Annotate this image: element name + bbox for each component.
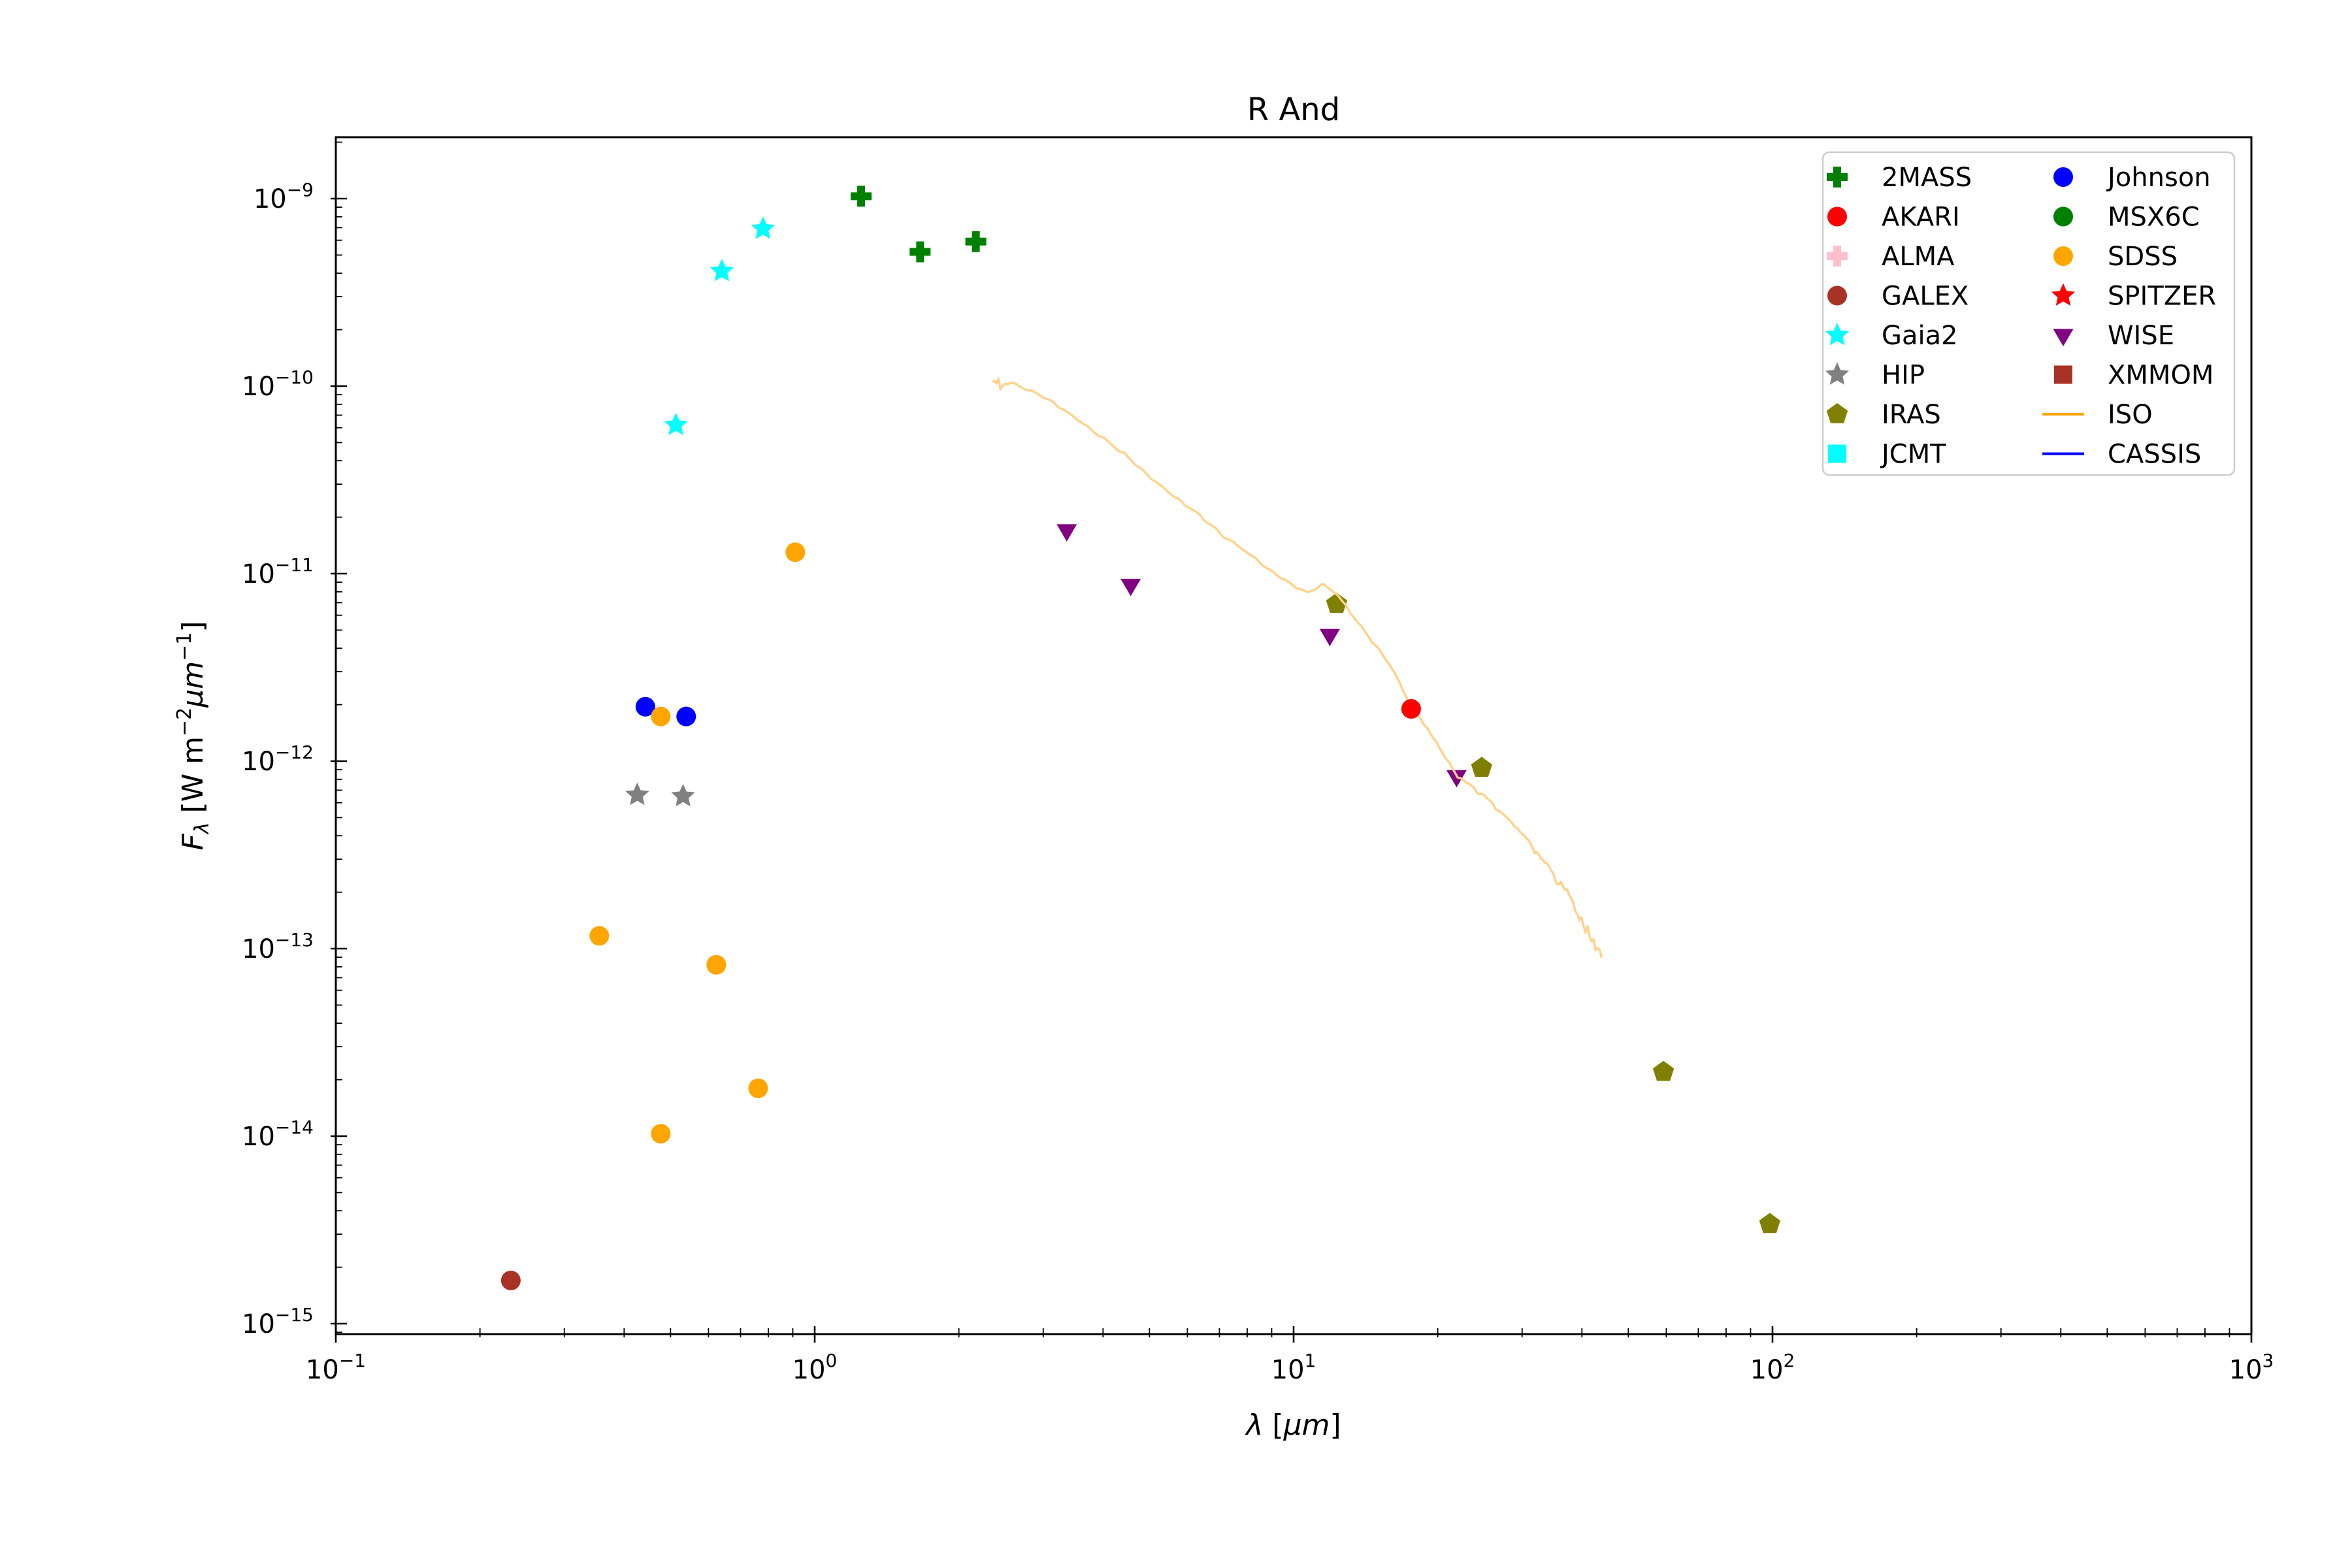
x-tick-label: 100	[792, 1350, 838, 1385]
y-axis-label: Fλ [W m−2μm−1]	[173, 621, 214, 850]
y-tick-label: 10−13	[242, 929, 314, 964]
johnson-point	[676, 706, 696, 727]
legend-label: Gaia2	[1882, 321, 1958, 351]
legend-label: XMMOM	[2108, 361, 2213, 391]
legend-item-johnson: Johnson	[2053, 163, 2211, 193]
gaia2-point	[751, 216, 775, 239]
johnson-legend-marker	[2053, 167, 2073, 187]
legend-label: SDSS	[2108, 242, 2178, 272]
sdss-legend-marker	[2053, 246, 2073, 266]
y-tick-label: 10−9	[253, 179, 314, 214]
legend-item-wise: WISE	[2053, 321, 2174, 351]
iras-point	[1652, 1060, 1674, 1081]
2mass-legend-marker	[1827, 167, 1848, 188]
legend-label: AKARI	[1882, 203, 1960, 233]
johnson-point	[635, 696, 655, 717]
legend-label: CASSIS	[2108, 440, 2201, 470]
gaia2-legend-marker	[1825, 323, 1850, 346]
akari-point	[1401, 698, 1421, 719]
axis-ticks	[331, 141, 2253, 1343]
legend-item-alma: ALMA	[1827, 242, 1955, 272]
x-tick-label: 10−1	[306, 1350, 366, 1385]
x-axis-label: λ [μm]	[1245, 1409, 1341, 1442]
iras-point	[1471, 757, 1492, 777]
legend-label: GALEX	[1882, 282, 1968, 312]
legend-item-cassis: CASSIS	[2042, 440, 2201, 470]
legend-label: 2MASS	[1882, 163, 1972, 193]
legend-label: WISE	[2108, 321, 2174, 351]
xmmom-legend-marker	[2054, 365, 2072, 384]
iras-point	[1759, 1213, 1780, 1233]
legend-item-iso: ISO	[2042, 400, 2153, 430]
legend-label: HIP	[1882, 361, 1925, 391]
y-tick-label: 10−15	[242, 1304, 314, 1339]
y-tick-label: 10−11	[242, 554, 314, 589]
y-tick-label: 10−14	[242, 1117, 314, 1152]
legend-item-hip: HIP	[1825, 361, 1925, 391]
legend-label: ISO	[2108, 400, 2153, 430]
data-points	[500, 186, 1780, 1290]
wise-point	[1120, 578, 1141, 596]
y-tick-label: 10−10	[242, 367, 314, 402]
iras-legend-marker	[1826, 403, 1848, 423]
sdss-point	[706, 955, 727, 975]
galex-legend-marker	[1827, 286, 1847, 306]
2mass-point	[965, 231, 987, 252]
y-tick-label: 10−12	[242, 742, 314, 777]
sdss-point	[651, 706, 671, 727]
iras-point	[1326, 593, 1348, 613]
iso-spectrum-line	[992, 377, 1603, 958]
galex-point	[500, 1270, 521, 1290]
legend-item-galex: GALEX	[1827, 282, 1968, 312]
legend-item-spitzer: SPITZER	[2051, 282, 2216, 312]
legend-item-jcmt: JCMT	[1828, 440, 1946, 470]
msx6c-legend-marker	[2053, 206, 2073, 227]
legend-item-iras: IRAS	[1826, 400, 1941, 430]
legend-label: MSX6C	[2108, 203, 2200, 233]
legend-item-xmmom: XMMOM	[2054, 361, 2213, 391]
x-tick-label: 103	[2229, 1350, 2274, 1385]
legend-item-msx6c: MSX6C	[2053, 203, 2200, 233]
sdss-point	[785, 542, 806, 563]
spitzer-legend-marker	[2051, 283, 2076, 306]
alma-legend-marker	[1827, 246, 1848, 267]
sdss-point	[589, 926, 610, 946]
legend-item-gaia2: Gaia2	[1825, 321, 1958, 351]
hip-legend-marker	[1825, 362, 1850, 385]
2mass-point	[909, 241, 931, 263]
legend-item-2mass: 2MASS	[1827, 163, 1972, 193]
legend-item-akari: AKARI	[1827, 203, 1960, 233]
sdss-point	[651, 1124, 671, 1144]
akari-legend-marker	[1827, 206, 1847, 227]
chart-title: R And	[1247, 91, 1341, 128]
hip-point	[625, 782, 649, 806]
legend-label: ALMA	[1882, 242, 1955, 272]
2mass-point	[851, 186, 872, 207]
wise-point	[1446, 770, 1467, 788]
x-tick-label: 101	[1271, 1350, 1316, 1385]
jcmt-legend-marker	[1828, 444, 1846, 463]
wise-point	[1319, 629, 1340, 647]
hip-point	[671, 783, 695, 807]
gaia2-point	[664, 412, 688, 435]
legend: 2MASS AKARI ALMA GALEX Gaia2 HIP IRAS JCMT Johns…	[1821, 151, 2236, 476]
x-tick-label: 102	[1750, 1350, 1795, 1385]
legend-item-sdss: SDSS	[2053, 242, 2178, 272]
legend-box	[1821, 151, 2236, 476]
gaia2-point	[710, 259, 734, 282]
legend-label: Johnson	[2106, 163, 2211, 193]
wise-point	[1056, 524, 1077, 542]
legend-label: JCMT	[1880, 440, 1946, 470]
sdss-point	[748, 1078, 768, 1098]
legend-label: IRAS	[1882, 400, 1941, 430]
legend-label: SPITZER	[2108, 282, 2216, 312]
wise-legend-marker	[2053, 329, 2074, 346]
